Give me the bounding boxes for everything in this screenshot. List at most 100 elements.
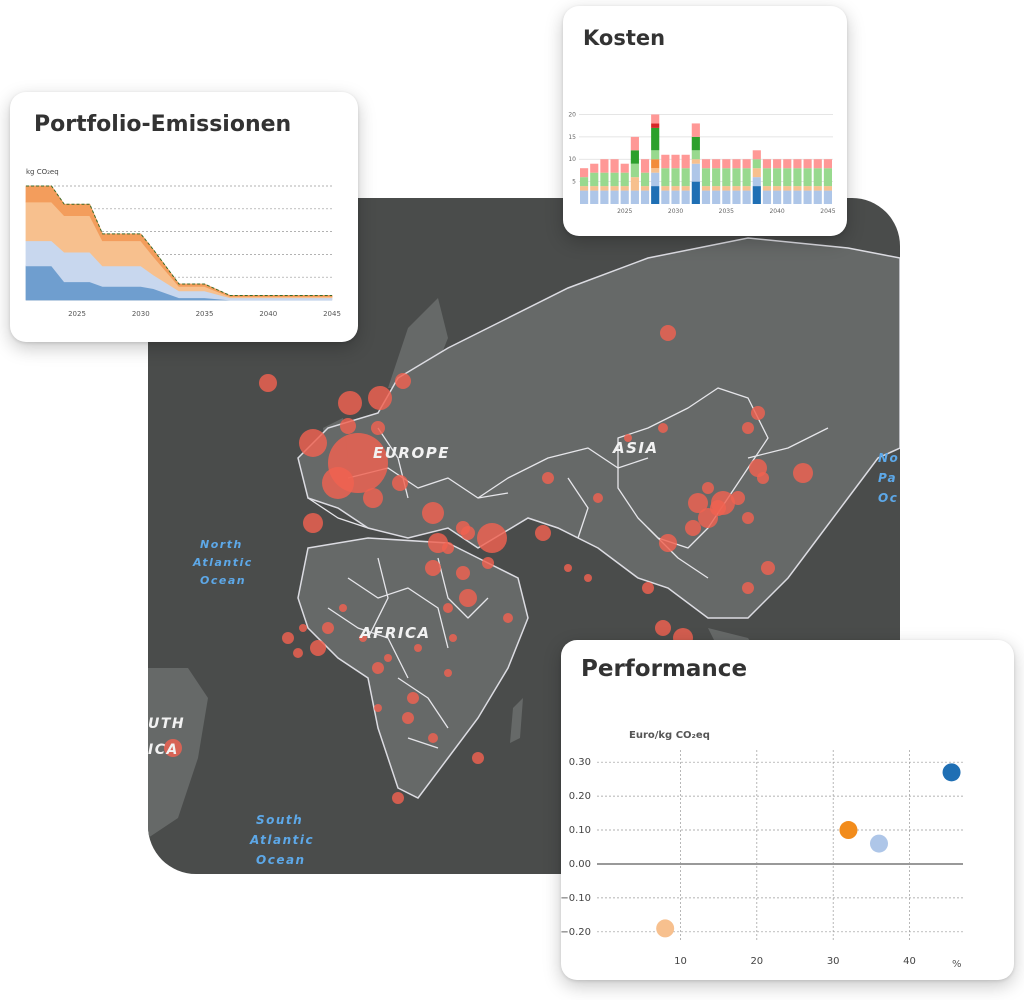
performance-y-ticks: 0.30 0.20 0.10 0.00 −0.10 −0.20 <box>561 757 591 938</box>
map-marker <box>702 482 714 494</box>
x-tick-label: 30 <box>827 956 840 967</box>
y-tick-label: 5 <box>572 179 576 186</box>
y-tick-label: 0.00 <box>569 859 591 870</box>
emissions-card: kg CO₂eq 2025 2030 2035 2040 2045 Portfolio-… <box>10 92 358 342</box>
country-border <box>617 387 769 549</box>
map-marker <box>444 669 452 677</box>
cost-bar-segment <box>752 186 761 204</box>
x-tick-label: 40 <box>903 956 916 967</box>
cost-bar-segment <box>732 186 741 191</box>
map-marker <box>164 739 182 757</box>
map-borders <box>297 237 900 799</box>
cost-bar-segment <box>722 186 731 191</box>
cost-bar-segment <box>640 190 650 204</box>
cost-bar-segment <box>651 159 660 169</box>
map-marker <box>425 560 441 576</box>
country-border <box>397 677 449 729</box>
map-label: No <box>878 451 899 465</box>
x-tick-label: 2035 <box>196 310 214 318</box>
cost-bar-segment <box>762 168 772 187</box>
map-marker <box>698 508 718 528</box>
map-marker <box>749 459 767 477</box>
cost-bar-segment <box>681 190 690 204</box>
cost-bar-segment <box>580 177 589 187</box>
cost-bar-segment <box>752 150 761 160</box>
map-marker <box>371 421 385 435</box>
x-tick-label: 2030 <box>668 208 683 215</box>
x-tick-label: 2025 <box>617 208 632 215</box>
cost-bar-segment <box>701 186 711 191</box>
country-border <box>477 447 649 499</box>
map-marker <box>459 589 477 607</box>
performance-points <box>656 763 961 938</box>
y-tick-label: −0.10 <box>561 893 591 904</box>
map-marker <box>751 406 765 420</box>
map-marker <box>685 520 701 536</box>
map-marker <box>395 373 411 389</box>
cost-bar-segment <box>620 190 629 204</box>
map-marker <box>299 429 327 457</box>
cost-bar-segment <box>813 190 822 204</box>
map-marker <box>359 634 367 642</box>
cost-bar-segment <box>580 168 589 178</box>
map-marker <box>658 423 668 433</box>
map-marker <box>384 654 392 662</box>
cost-bar-segment <box>630 136 639 151</box>
costs-x-ticks: 2025 2030 2035 2040 2045 <box>617 208 836 215</box>
y-tick-label: 0.20 <box>569 791 591 802</box>
cost-bar-segment <box>610 172 619 187</box>
map-markers <box>164 325 813 804</box>
cost-bar-segment <box>651 123 660 128</box>
map-marker <box>742 512 754 524</box>
country-border <box>307 497 369 529</box>
emissions-title: Portfolio-Emissionen <box>34 112 292 137</box>
cost-bar-segment <box>651 127 660 151</box>
cost-bar-segment <box>773 168 782 187</box>
cost-bar-segment <box>823 186 832 191</box>
cost-bar-segment <box>620 172 629 187</box>
map-marker <box>363 488 383 508</box>
map-marker <box>624 434 632 442</box>
map-label: Oc <box>878 491 898 505</box>
cost-bar-segment <box>630 177 639 191</box>
country-border <box>407 737 439 749</box>
country-border <box>437 557 489 619</box>
cost-bar-segment <box>651 186 660 204</box>
cost-bar-segment <box>640 186 650 191</box>
map-marker <box>339 604 347 612</box>
map-marker <box>761 561 775 575</box>
cost-bar-segment <box>773 159 782 169</box>
cost-bar-segment <box>671 168 680 187</box>
map-marker <box>368 386 392 410</box>
cost-bar-segment <box>630 163 639 178</box>
map-marker <box>428 533 448 553</box>
map-marker <box>660 325 676 341</box>
map-marker <box>742 422 754 434</box>
map-label: AFRICA <box>359 624 431 642</box>
performance-title: Performance <box>581 656 748 682</box>
cost-bar-segment <box>610 190 619 204</box>
country-border <box>327 607 409 679</box>
emissions-chart: kg CO₂eq 2025 2030 2035 2040 2045 <box>25 168 341 318</box>
cost-bar-segment <box>732 168 741 187</box>
map-marker <box>282 632 294 644</box>
cost-bar-segment <box>701 159 711 169</box>
cost-bar-segment <box>803 186 812 191</box>
map-marker <box>407 692 419 704</box>
cost-bar-segment <box>600 159 609 173</box>
cost-bar-segment <box>580 186 589 191</box>
map-label: ASIA <box>612 439 659 457</box>
cost-bar-segment <box>661 186 670 191</box>
map-marker <box>428 733 438 743</box>
cost-bar-segment <box>600 172 609 187</box>
costs-y-ticks: 20 15 10 5 <box>568 111 576 185</box>
cost-bar-segment <box>773 190 782 204</box>
map-marker <box>655 620 671 636</box>
x-tick-label: 2045 <box>820 208 835 215</box>
map-marker <box>374 704 382 712</box>
cost-bar-segment <box>742 186 751 191</box>
cost-bar-segment <box>823 159 832 169</box>
cost-bar-segment <box>732 190 741 204</box>
cost-bar-segment <box>691 159 700 164</box>
cost-bar-segment <box>590 163 599 173</box>
